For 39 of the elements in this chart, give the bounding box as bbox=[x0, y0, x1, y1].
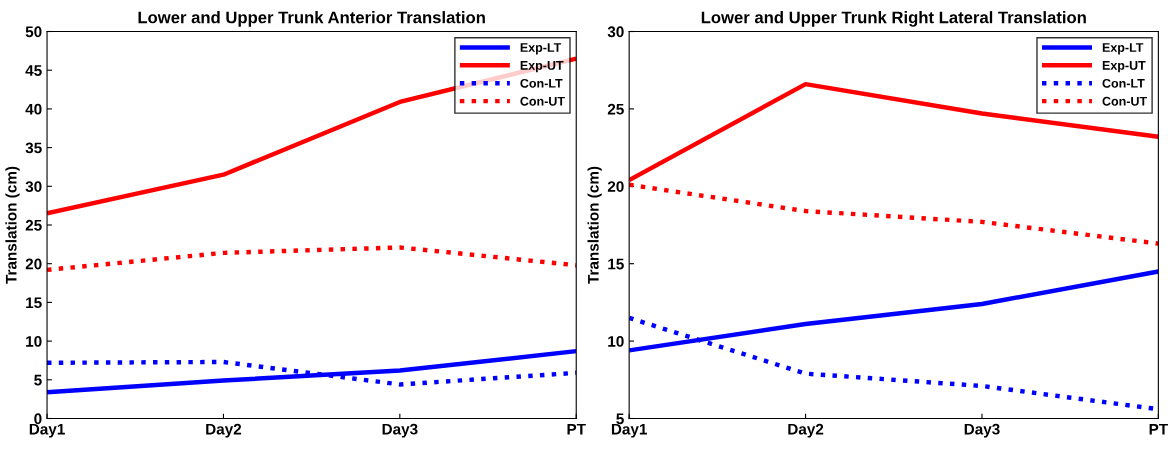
x-tick-label: Day2 bbox=[206, 423, 242, 438]
y-tick-label: 30 bbox=[607, 26, 624, 38]
y-tick-label: 15 bbox=[26, 297, 42, 309]
y-tick-label: 25 bbox=[607, 103, 624, 115]
legend-label: Exp-LT bbox=[520, 43, 562, 55]
y-tick-label: 15 bbox=[608, 258, 624, 270]
y-axis-title: Translation (cm) bbox=[587, 166, 602, 284]
x-tick-label: Day3 bbox=[964, 423, 1000, 438]
y-tick-label: 20 bbox=[607, 181, 624, 192]
legend-label: Con-LT bbox=[520, 78, 563, 88]
legend-label: Con-LT bbox=[1102, 78, 1145, 88]
line-series bbox=[47, 348, 577, 395]
y-tick-label: 20 bbox=[25, 258, 42, 270]
y-tick-label: 5 bbox=[616, 413, 624, 425]
y-tick-label: 35 bbox=[25, 142, 42, 154]
y-tick-label: 5 bbox=[34, 374, 42, 386]
legend-label: Exp-UT bbox=[1102, 61, 1146, 73]
chart-title: Lower and Upper Trunk Anterior Translation bbox=[138, 11, 485, 27]
x-tick-label: PT bbox=[1149, 423, 1168, 435]
x-tick-label: Day1 bbox=[611, 423, 647, 438]
y-tick-label: 25 bbox=[25, 219, 42, 231]
y-tick-label: 30 bbox=[25, 181, 42, 193]
x-tick-label: Day1 bbox=[29, 423, 65, 438]
y-tick-label: 10 bbox=[26, 335, 42, 347]
y-tick-label: 40 bbox=[25, 103, 42, 115]
x-tick-label: Day3 bbox=[382, 423, 418, 438]
y-tick-label: 10 bbox=[608, 335, 624, 347]
legend-label: Con-UT bbox=[520, 96, 565, 106]
x-tick-label: PT bbox=[567, 423, 586, 435]
y-tick-label: 50 bbox=[25, 26, 42, 38]
legend-label: Con-UT bbox=[1102, 96, 1147, 106]
y-tick-label: 0 bbox=[34, 413, 42, 425]
line-series bbox=[47, 245, 577, 273]
y-tick-label: 45 bbox=[25, 65, 42, 76]
chart-title: Lower and Upper Trunk Right Lateral Translation bbox=[701, 11, 1086, 27]
legend-label: Exp-LT bbox=[1102, 43, 1144, 55]
y-axis-title: Translation (cm) bbox=[5, 166, 20, 284]
legend-label: Exp-UT bbox=[520, 61, 564, 73]
x-tick-label: Day2 bbox=[788, 423, 824, 438]
